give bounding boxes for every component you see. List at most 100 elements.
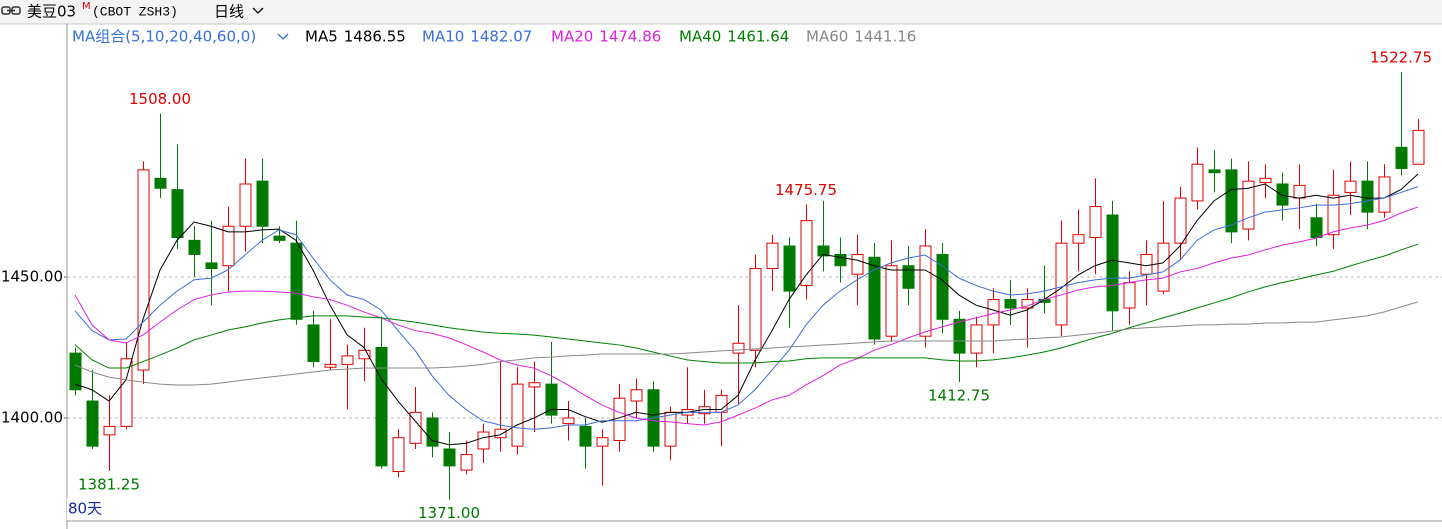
extreme-label: 1381.25	[78, 475, 140, 493]
days-box	[67, 498, 93, 520]
extreme-label: 1475.75	[775, 181, 837, 199]
symbol-code: (CBOT ZSH3)	[92, 4, 178, 19]
candle-body	[511, 383, 524, 447]
candle-body	[1174, 197, 1187, 244]
candle-body	[596, 437, 609, 447]
candle-body	[375, 346, 388, 467]
ma-line	[74, 173, 1419, 446]
symbol-superscript: M	[82, 1, 91, 12]
candle-body	[732, 342, 745, 354]
y-tick-label: 1400.00	[1, 408, 63, 426]
legend-value: 1482.07	[470, 28, 532, 46]
candle-body	[851, 253, 864, 275]
candle-body	[919, 245, 932, 337]
candle-body	[358, 349, 371, 360]
candle-body	[868, 256, 881, 340]
candle-body	[256, 180, 269, 227]
legend-name: MA5	[305, 28, 338, 46]
candle-body	[1293, 184, 1306, 199]
candle-body	[885, 265, 898, 337]
period-chevron[interactable]	[252, 7, 264, 14]
candle-body	[1055, 242, 1068, 326]
candle-body	[936, 253, 949, 320]
candle-body	[1310, 217, 1323, 239]
ma-config[interactable]: MA组合(5,10,20,40,60,0)	[72, 28, 256, 46]
candle-body	[494, 428, 507, 439]
candle-body	[341, 355, 354, 365]
candle-body	[443, 448, 456, 467]
candle-body	[290, 242, 303, 320]
legend-value: 1441.16	[854, 28, 916, 46]
candle-body	[1259, 177, 1272, 184]
candle-body	[477, 431, 490, 450]
legend-name: MA10	[422, 28, 464, 46]
candle-body	[1327, 194, 1340, 236]
candle-body	[1242, 180, 1255, 230]
symbol-title[interactable]: 美豆03	[27, 3, 76, 21]
candle-body	[103, 425, 116, 436]
candle-body	[307, 324, 320, 363]
candle-body	[1089, 206, 1102, 239]
candles	[69, 71, 1425, 500]
candle-body	[766, 242, 779, 270]
candle-body	[1225, 169, 1238, 233]
candle-body	[460, 454, 473, 471]
candle-body	[1123, 282, 1136, 309]
candle-body	[1395, 146, 1408, 169]
candle-body	[1157, 242, 1170, 292]
candle-body	[120, 358, 133, 427]
ma-line	[74, 186, 1419, 430]
legend-value: 1461.64	[727, 28, 789, 46]
legend-value: 1486.55	[344, 28, 406, 46]
candle-body	[239, 183, 252, 227]
candle-body	[1004, 299, 1017, 309]
candle-body	[664, 411, 677, 447]
period-selector[interactable]: 日线	[214, 3, 244, 21]
candle-body	[324, 363, 337, 368]
days-label: 80天	[68, 500, 102, 518]
candle-body	[137, 169, 150, 371]
candle-body	[545, 383, 558, 416]
toolbar	[0, 0, 1442, 24]
legend-name: MA20	[551, 28, 593, 46]
legend-name: MA40	[679, 28, 721, 46]
legend-value: 1474.86	[599, 28, 661, 46]
candle-body	[1208, 169, 1221, 174]
candle-body	[749, 268, 762, 351]
extreme-label: 1371.00	[418, 504, 480, 522]
candle-body	[171, 189, 184, 239]
candle-body	[69, 352, 82, 391]
candle-body	[817, 245, 830, 257]
candle-body	[1106, 214, 1119, 312]
ma-line	[74, 243, 1419, 369]
candle-body	[902, 265, 915, 289]
candle-body	[579, 425, 592, 447]
candle-body	[1361, 180, 1374, 213]
ma-line	[74, 301, 1419, 386]
candle-body	[1276, 183, 1289, 206]
candle-body	[630, 389, 643, 402]
candle-body	[1072, 234, 1085, 244]
candle-body	[1191, 163, 1204, 202]
candle-body	[205, 262, 218, 270]
candle-body	[562, 417, 575, 425]
y-tick-label: 1450.00	[1, 268, 63, 286]
candle-body	[273, 235, 286, 241]
candle-body	[970, 324, 983, 354]
candle-body	[1412, 129, 1425, 165]
extreme-label: 1508.00	[129, 90, 191, 108]
candle-body	[1344, 180, 1357, 193]
candle-body	[528, 382, 541, 388]
candle-body	[800, 220, 813, 286]
candle-body	[426, 417, 439, 447]
candle-body	[783, 245, 796, 292]
extreme-label: 1412.75	[928, 387, 990, 405]
link-icon[interactable]	[1, 6, 21, 15]
candle-body	[188, 239, 201, 255]
ma-line	[74, 206, 1419, 426]
candle-body	[392, 437, 405, 473]
candle-body	[613, 397, 626, 442]
ma-chevron[interactable]	[277, 33, 289, 40]
